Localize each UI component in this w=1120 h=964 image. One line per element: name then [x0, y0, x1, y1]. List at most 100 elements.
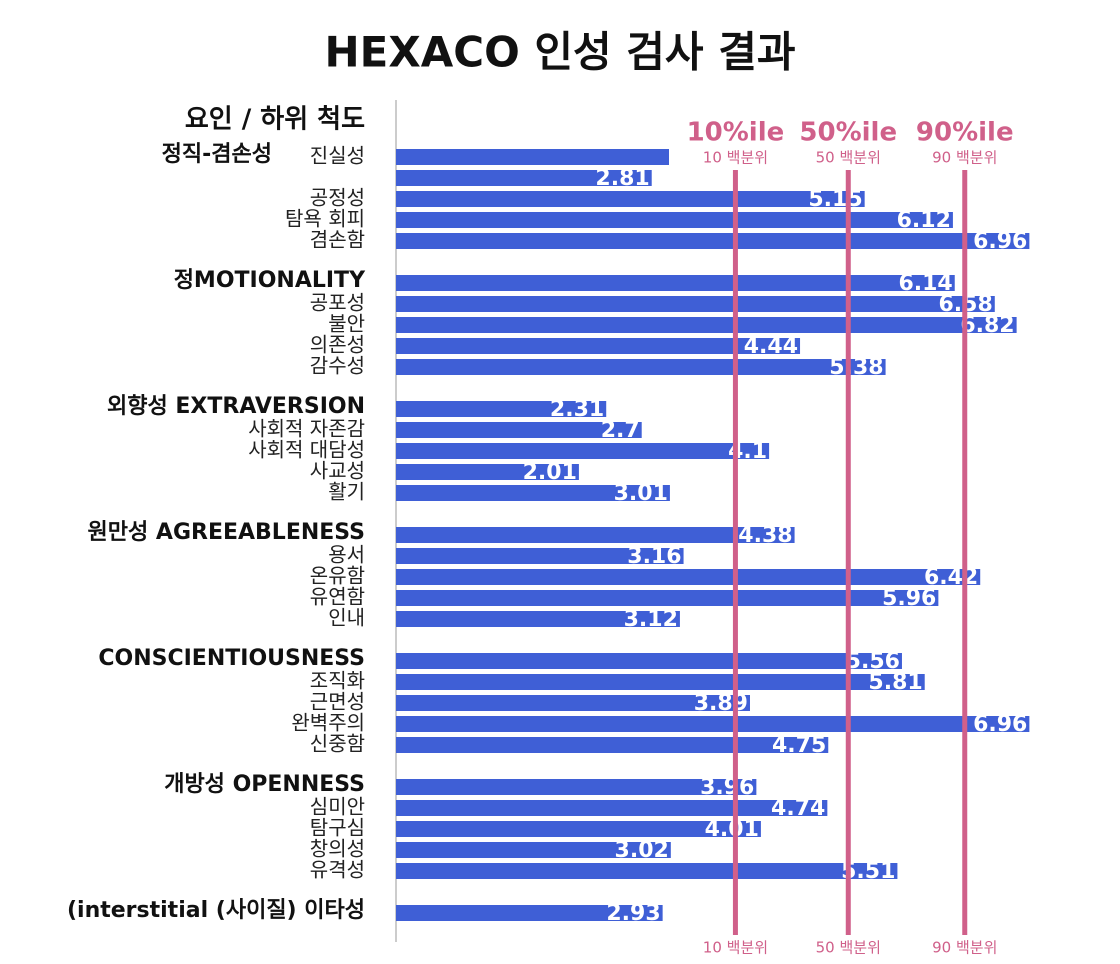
category-label: 불안	[328, 312, 365, 336]
bar	[396, 338, 801, 354]
value-label: 5.15	[808, 187, 862, 212]
value-label: 3.96	[700, 775, 754, 800]
category-label: 사회적 대담성	[248, 438, 365, 462]
reference-label: 90%ile	[916, 118, 1014, 148]
group-label: 정MOTIONALITY	[174, 268, 366, 293]
value-label: 4.75	[772, 733, 826, 758]
value-label: 5.38	[829, 355, 883, 380]
category-label: 용서	[328, 543, 365, 567]
category-label: 공정성	[310, 186, 365, 210]
value-label: 3.16	[627, 544, 681, 569]
reference-label: 50%ile	[799, 118, 897, 148]
bar	[396, 548, 684, 564]
value-label: 6.14	[898, 271, 952, 296]
category-label: 탐구심	[310, 816, 365, 840]
value-label: 6.82	[960, 313, 1014, 338]
value-label: 6.96	[973, 712, 1027, 737]
bar	[396, 674, 925, 690]
bar	[396, 401, 607, 417]
value-label: 5.96	[882, 586, 936, 611]
value-label: 4.01	[705, 817, 759, 842]
value-label: 2.31	[550, 397, 604, 422]
value-label: 5.81	[868, 670, 922, 695]
reference-sublabel-bottom: 50 백분위	[816, 939, 881, 957]
bar	[396, 821, 761, 837]
category-label: 심미안	[310, 795, 365, 819]
bar	[396, 359, 886, 375]
bar	[396, 275, 955, 291]
category-label: 완벽주의	[291, 711, 365, 735]
category-label: 활기	[328, 480, 365, 504]
category-label: 창의성	[310, 837, 365, 861]
group-label: CONSCIENTIOUSNESS	[98, 646, 365, 671]
category-label: 감수성	[310, 354, 365, 378]
bar	[396, 233, 1030, 249]
value-label: 5.56	[846, 649, 900, 674]
category-label: 의존성	[310, 333, 365, 357]
bar	[396, 905, 663, 921]
value-label: 4.44	[744, 334, 798, 359]
bar	[396, 191, 865, 207]
reference-sublabel-bottom: 10 백분위	[703, 939, 768, 957]
value-label: 2.93	[606, 901, 660, 926]
category-label: 탐욕 회피	[285, 207, 365, 231]
reference-sublabel: 90 백분위	[932, 149, 997, 167]
bar	[396, 317, 1017, 333]
bar	[396, 590, 939, 606]
bar	[396, 485, 670, 501]
bar	[396, 779, 757, 795]
group-label: 원만성 AGREEABLENESS	[88, 520, 365, 545]
group-label: 정직-겸손성	[162, 142, 272, 167]
bar	[396, 296, 995, 312]
value-label: 4.38	[738, 523, 792, 548]
bar	[396, 611, 680, 627]
bar	[396, 653, 902, 669]
value-label: 2.01	[523, 460, 577, 485]
bar	[396, 443, 770, 459]
category-label: 온유함	[310, 564, 365, 588]
group-label: 개방성 OPENNESS	[164, 772, 365, 797]
bar	[396, 695, 750, 711]
bar	[396, 863, 898, 879]
value-label: 3.12	[624, 607, 678, 632]
value-label: 2.81	[595, 166, 649, 191]
column-header: 요인 / 하위 척도	[185, 105, 365, 135]
category-label: 유격성	[310, 858, 365, 882]
value-label: 3.01	[614, 481, 668, 506]
value-label: 6.96	[973, 229, 1027, 254]
bar	[396, 464, 579, 480]
value-label: 6.12	[897, 208, 951, 233]
value-label: 3.02	[615, 838, 669, 863]
bar	[396, 527, 795, 543]
value-label: 6.42	[924, 565, 978, 590]
value-label: 3.89	[694, 691, 748, 716]
chart-title: HEXACO 인성 검사 결과	[325, 28, 796, 77]
bar	[396, 842, 671, 858]
group-label: (interstitial (사이질) 이타성	[67, 898, 365, 923]
bar	[396, 170, 652, 186]
reference-sublabel: 10 백분위	[703, 149, 768, 167]
reference-sublabel: 50 백분위	[816, 149, 881, 167]
bar	[396, 716, 1030, 732]
group-label: 외향성 EXTRAVERSION	[107, 394, 365, 419]
bar	[396, 149, 669, 165]
value-label: 2.7	[601, 418, 640, 443]
reference-sublabel-bottom: 90 백분위	[932, 939, 997, 957]
bar	[396, 800, 828, 816]
category-label: 유연함	[310, 585, 365, 609]
reference-label: 10%ile	[687, 118, 785, 148]
category-label: 사교성	[310, 459, 365, 483]
category-label: 신중함	[310, 732, 365, 756]
value-label: 4.74	[771, 796, 825, 821]
category-label: 진실성	[310, 144, 365, 168]
category-label: 사회적 자존감	[248, 417, 365, 441]
category-label: 겸손함	[310, 228, 365, 252]
category-label: 근면성	[310, 690, 365, 714]
bar	[396, 212, 953, 228]
bar	[396, 422, 642, 438]
category-label: 인내	[328, 606, 365, 630]
bar	[396, 737, 829, 753]
category-label: 공포성	[310, 291, 365, 315]
category-label: 조직화	[310, 669, 365, 693]
